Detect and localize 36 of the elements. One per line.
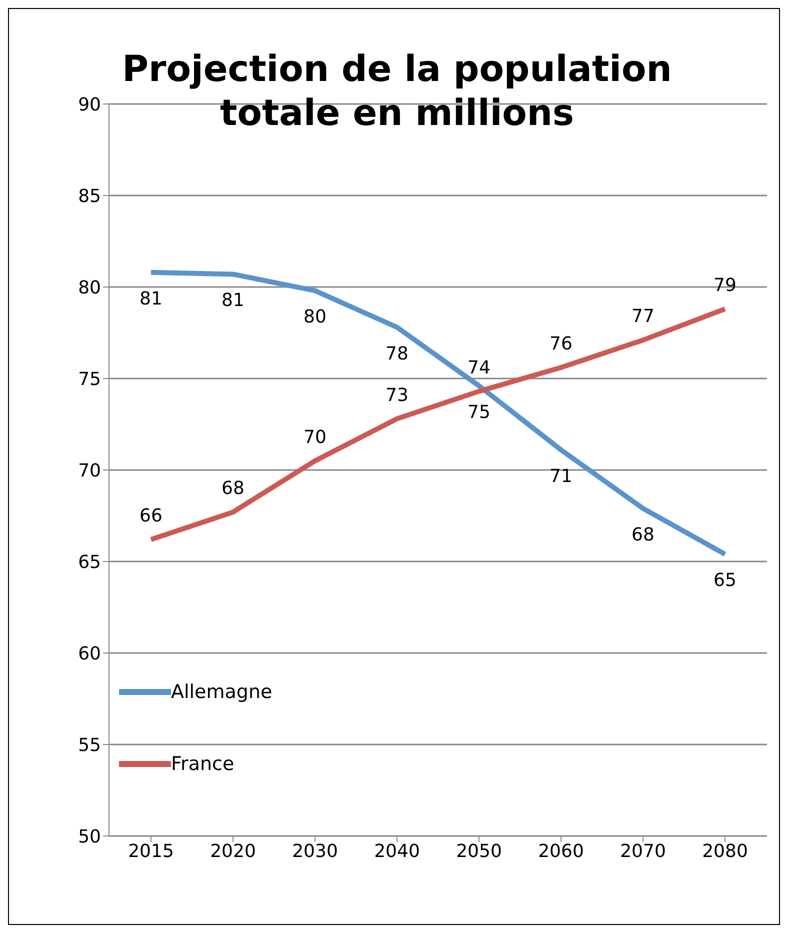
data-label: 81 <box>222 290 244 312</box>
y-tick-label: 80 <box>78 277 101 298</box>
legend-label: France <box>171 753 234 775</box>
data-label: 68 <box>632 524 654 546</box>
y-tick-label: 65 <box>78 552 101 573</box>
y-tick-label: 75 <box>78 368 101 390</box>
data-label: 71 <box>550 466 572 487</box>
x-tick-label: 2030 <box>292 840 338 862</box>
data-label: 78 <box>386 343 408 364</box>
x-tick-label: 2080 <box>702 840 748 862</box>
data-label: 74 <box>468 357 490 378</box>
x-tick-label: 2060 <box>538 840 584 862</box>
data-label: 70 <box>304 426 326 448</box>
y-tick-label: 90 <box>78 94 101 116</box>
y-tick-label: 55 <box>78 734 101 756</box>
chart-title: Projection de la population totale en millions <box>122 49 672 134</box>
legend-label: Allemagne <box>171 681 272 703</box>
x-tick-label: 2070 <box>620 840 666 862</box>
data-label: 80 <box>304 306 326 328</box>
data-label: 66 <box>140 506 162 527</box>
x-tick-label: 2050 <box>456 840 502 862</box>
data-label: 73 <box>386 384 408 406</box>
y-tick-label: 60 <box>78 643 101 664</box>
x-tick-label: 2020 <box>210 840 256 862</box>
data-label: 76 <box>550 334 572 355</box>
data-label: 68 <box>222 478 244 500</box>
y-tick-label: 50 <box>78 826 101 848</box>
data-label: 75 <box>468 402 490 423</box>
data-label: 77 <box>632 306 654 328</box>
x-tick-label: 2040 <box>374 840 420 862</box>
data-label: 81 <box>140 288 162 310</box>
data-label: 79 <box>714 274 736 296</box>
y-tick-label: 85 <box>78 186 101 207</box>
y-tick-label: 70 <box>78 460 101 482</box>
data-label: 65 <box>714 570 736 592</box>
x-tick-label: 2015 <box>128 840 174 862</box>
